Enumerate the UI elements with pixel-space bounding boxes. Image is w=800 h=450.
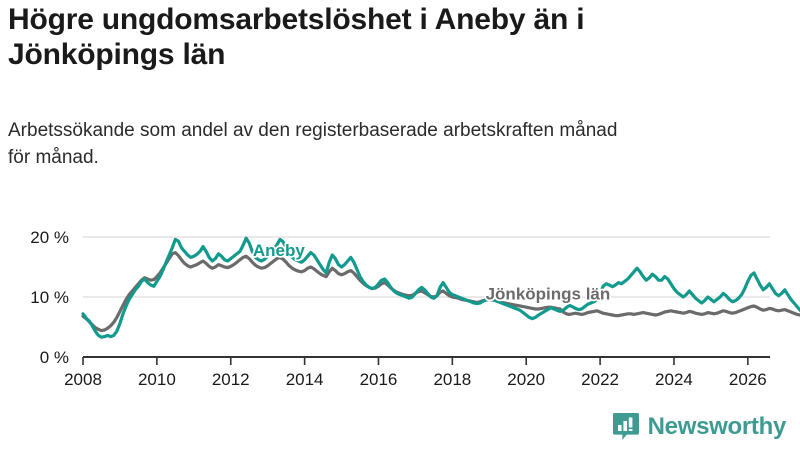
- brand-name: Newsworthy: [647, 413, 787, 440]
- x-axis-label: 2010: [138, 370, 176, 389]
- x-axis-label: 2024: [655, 370, 693, 389]
- line-chart: 0 % 10 % 20 % 2008 2010 2012 2014 2016 2018 2020 2…: [30, 228, 800, 389]
- x-axis-label: 2008: [64, 370, 102, 389]
- x-axis-label: 2014: [286, 370, 324, 389]
- x-axis-label: 2020: [507, 370, 545, 389]
- series-label-jonkopings-lan: Jönköpings län: [486, 284, 611, 303]
- y-axis-label: 0 %: [40, 348, 69, 367]
- x-axis-label: 2022: [581, 370, 619, 389]
- bar-chart-bubble-icon: [612, 413, 639, 440]
- page-subtitle: Arbetssökande som andel av den registerb…: [8, 120, 618, 168]
- y-axis-label: 10 %: [30, 288, 69, 307]
- page-title: Högre ungdomsarbetslöshet i Aneby än i J…: [8, 3, 585, 72]
- brand-footer: Newsworthy: [612, 412, 786, 442]
- y-axis-label: 20 %: [30, 228, 69, 247]
- x-axis-label: 2026: [729, 370, 767, 389]
- x-axis-label: 2018: [433, 370, 471, 389]
- chart-container: 0 % 10 % 20 % 2008 2010 2012 2014 2016 2018 2020 2…: [0, 200, 800, 400]
- x-axis-label: 2012: [212, 370, 250, 389]
- series-line-jonkopings-lan: [81, 251, 800, 333]
- series-label-aneby: Aneby: [253, 241, 306, 260]
- x-axis-label: 2016: [360, 370, 398, 389]
- series-line-aneby: [81, 236, 800, 339]
